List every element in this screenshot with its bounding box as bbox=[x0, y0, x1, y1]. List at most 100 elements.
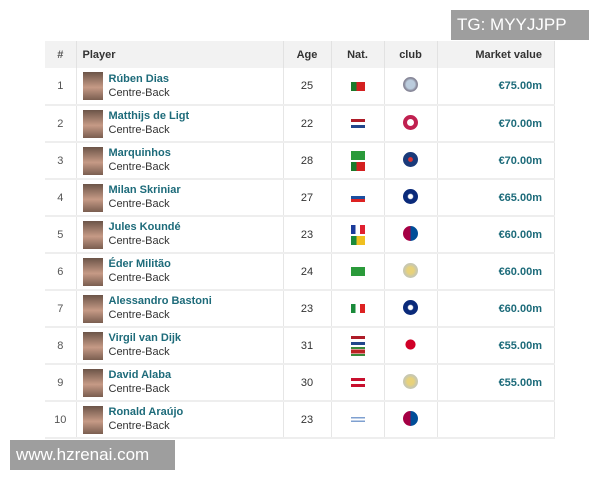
age: 23 bbox=[283, 290, 332, 328]
flag-austria-icon bbox=[350, 378, 365, 387]
table-row: 3 Marquinhos Centre-Back 28 €70.00m bbox=[45, 142, 555, 180]
table-row: 7 Alessandro Bastoni Centre-Back 23 €60.0… bbox=[45, 290, 555, 328]
table-row: 9 David Alaba Centre-Back 30 €55.00m bbox=[45, 364, 555, 402]
rank: 4 bbox=[45, 179, 77, 217]
player-position: Centre-Back bbox=[108, 161, 170, 173]
player-name-link[interactable]: Rúben Dias bbox=[108, 72, 170, 85]
player-photo[interactable] bbox=[82, 220, 103, 249]
table-row: 5 Jules Koundé Centre-Back 23 €60.00m bbox=[45, 216, 555, 254]
player-name-link[interactable]: Milan Skriniar bbox=[108, 184, 181, 196]
club-fc-barcelona-icon[interactable] bbox=[403, 225, 418, 241]
player-position: Centre-Back bbox=[108, 124, 170, 136]
flag-portugal-icon bbox=[350, 81, 365, 91]
player-position: Centre-Back bbox=[108, 272, 170, 284]
table-row: 1 Rúben Dias Centre-Back 25 €75.00m bbox=[45, 68, 555, 106]
nationality bbox=[331, 68, 385, 106]
nationality bbox=[331, 290, 385, 328]
player-photo[interactable] bbox=[82, 257, 103, 286]
player-name-link[interactable]: Matthijs de Ligt bbox=[108, 110, 190, 122]
flag-netherlands-icon bbox=[350, 335, 365, 345]
player-photo[interactable] bbox=[82, 72, 103, 100]
club-bayern-munich-icon[interactable] bbox=[403, 114, 418, 130]
market-value[interactable]: €60.00m bbox=[437, 216, 555, 254]
nationality bbox=[331, 327, 385, 365]
col-player[interactable]: Player bbox=[76, 41, 284, 68]
market-value[interactable]: €60.00m bbox=[437, 253, 555, 291]
age: 31 bbox=[283, 327, 332, 365]
rank: 6 bbox=[45, 253, 77, 291]
player-photo[interactable] bbox=[82, 368, 103, 397]
player-photo[interactable] bbox=[82, 146, 103, 175]
player-photo[interactable] bbox=[82, 331, 103, 360]
age: 30 bbox=[283, 364, 332, 402]
player-position: Centre-Back bbox=[108, 86, 170, 99]
club-paris-saint-germain-icon[interactable] bbox=[403, 151, 418, 167]
col-market-value[interactable]: Market value bbox=[437, 41, 555, 68]
age: 24 bbox=[283, 253, 332, 291]
club-real-madrid-icon[interactable] bbox=[403, 262, 418, 278]
flag-italy-icon bbox=[350, 304, 365, 313]
club-real-madrid-icon[interactable] bbox=[403, 373, 418, 389]
player-photo[interactable] bbox=[82, 183, 103, 212]
age: 22 bbox=[283, 105, 332, 143]
player-photo[interactable] bbox=[82, 109, 103, 138]
rank: 8 bbox=[45, 327, 77, 365]
flag-benin-icon bbox=[350, 235, 365, 245]
club-liverpool-icon[interactable] bbox=[403, 336, 418, 352]
rank: 9 bbox=[45, 364, 77, 402]
nationality bbox=[331, 253, 385, 291]
nationality bbox=[331, 179, 385, 217]
market-value[interactable]: €70.00m bbox=[437, 142, 555, 180]
club-inter-milan-icon[interactable] bbox=[403, 188, 418, 204]
age: 25 bbox=[283, 68, 332, 106]
nationality bbox=[331, 364, 385, 402]
player-position: Centre-Back bbox=[108, 383, 170, 395]
market-value[interactable]: €55.00m bbox=[437, 327, 555, 365]
table-row: 6 Éder Militão Centre-Back 24 €60.00m bbox=[45, 253, 555, 291]
age: 23 bbox=[283, 401, 332, 439]
flag-brazil-icon bbox=[350, 267, 365, 276]
player-name-link[interactable]: Alessandro Bastoni bbox=[108, 295, 212, 307]
table-header: # Player Age Nat. club Market value bbox=[45, 41, 555, 68]
player-photo[interactable] bbox=[82, 294, 103, 323]
player-position: Centre-Back bbox=[108, 198, 170, 210]
player-position: Centre-Back bbox=[108, 420, 170, 432]
market-value[interactable] bbox=[437, 401, 555, 439]
market-value[interactable]: €65.00m bbox=[437, 179, 555, 217]
club-manchester-city-icon[interactable] bbox=[403, 77, 418, 92]
col-age[interactable]: Age bbox=[283, 41, 332, 68]
club-fc-barcelona-icon[interactable] bbox=[403, 410, 418, 426]
player-name-link[interactable]: Ronald Araújo bbox=[108, 406, 184, 418]
nationality bbox=[331, 401, 385, 439]
flag-netherlands-icon bbox=[350, 119, 365, 128]
market-value[interactable]: €75.00m bbox=[437, 68, 555, 106]
nationality bbox=[331, 142, 385, 180]
nationality bbox=[331, 216, 385, 254]
rank: 3 bbox=[45, 142, 77, 180]
rank: 7 bbox=[45, 290, 77, 328]
col-nat[interactable]: Nat. bbox=[331, 41, 385, 68]
player-name-link[interactable]: Éder Militão bbox=[108, 258, 171, 270]
market-value[interactable]: €60.00m bbox=[437, 290, 555, 328]
player-name-link[interactable]: Marquinhos bbox=[108, 147, 171, 159]
rank: 2 bbox=[45, 105, 77, 143]
player-photo[interactable] bbox=[82, 405, 103, 434]
player-name-link[interactable]: David Alaba bbox=[108, 369, 172, 381]
club-inter-milan-icon[interactable] bbox=[403, 299, 418, 315]
flag-slovakia-icon bbox=[350, 193, 365, 202]
col-club[interactable]: club bbox=[384, 41, 438, 68]
market-value-table: # Player Age Nat. club Market value 1 Rú… bbox=[45, 41, 555, 439]
table-row: 10 Ronald Araújo Centre-Back 23 bbox=[45, 401, 555, 439]
flag-brazil-icon bbox=[350, 150, 365, 160]
rank: 5 bbox=[45, 216, 77, 254]
table-row: 2 Matthijs de Ligt Centre-Back 22 €70.00m bbox=[45, 105, 555, 143]
age: 28 bbox=[283, 142, 332, 180]
player-name-link[interactable]: Virgil van Dijk bbox=[108, 332, 182, 344]
flag-portugal-icon bbox=[350, 161, 365, 171]
watermark-bottom: www.hzrenai.com bbox=[10, 440, 175, 470]
market-value[interactable]: €55.00m bbox=[437, 364, 555, 402]
flag-uruguay-icon bbox=[350, 415, 365, 424]
player-name-link[interactable]: Jules Koundé bbox=[108, 221, 181, 233]
market-value[interactable]: €70.00m bbox=[437, 105, 555, 143]
col-num[interactable]: # bbox=[45, 41, 77, 68]
